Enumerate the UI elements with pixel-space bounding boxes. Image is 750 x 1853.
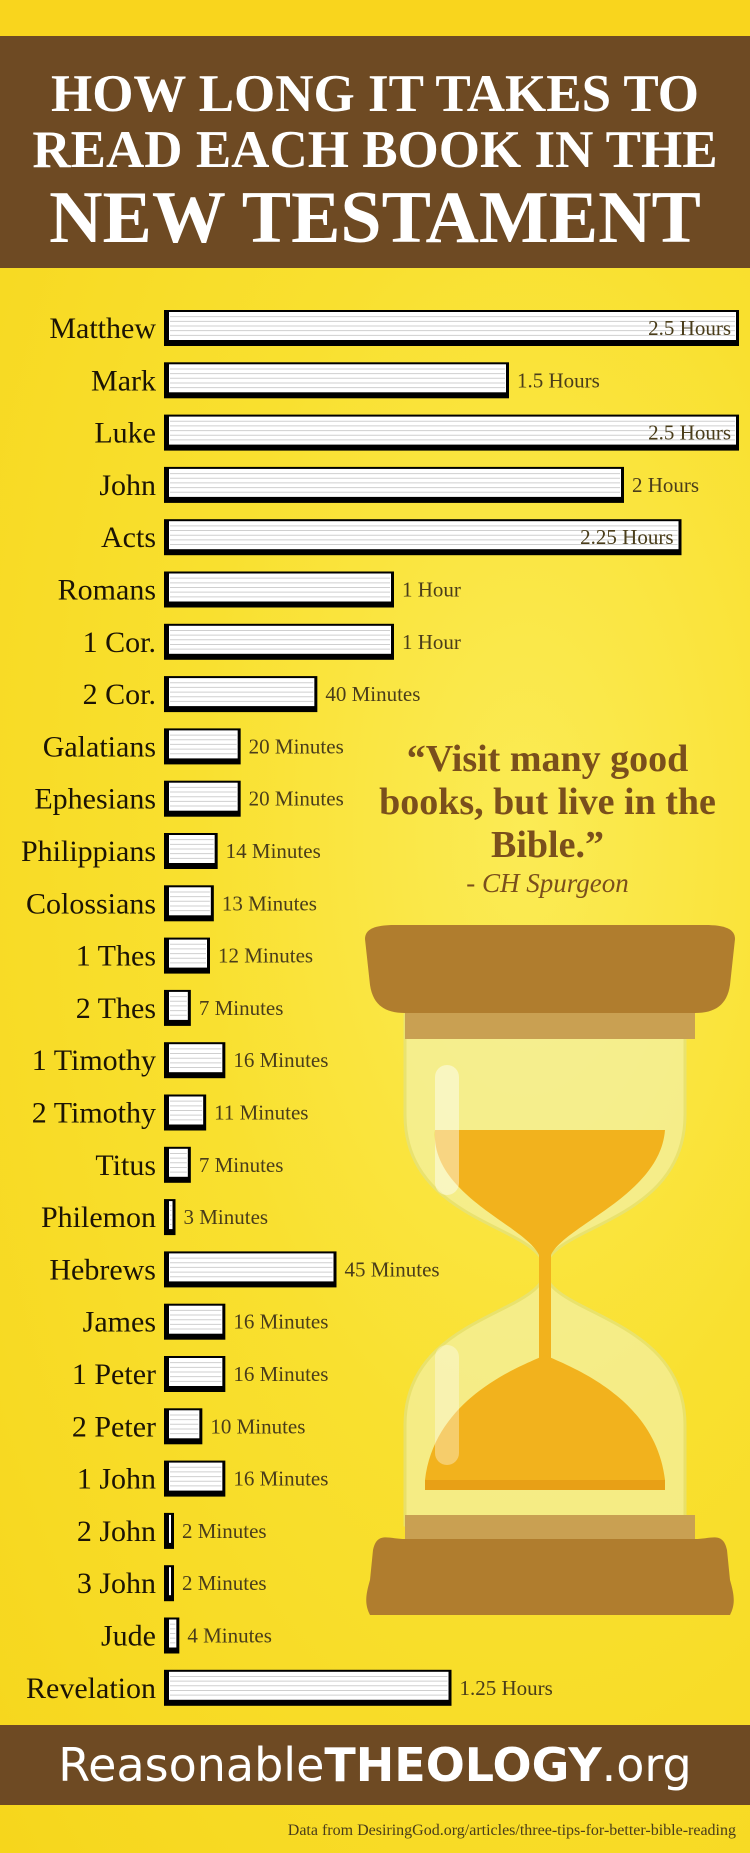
book-label-2-timothy: 2 Timothy bbox=[32, 1097, 156, 1130]
book-label-1-thes: 1 Thes bbox=[76, 940, 156, 973]
value-label-2-cor: 40 Minutes bbox=[325, 682, 420, 706]
book-label-ephesians: Ephesians bbox=[34, 783, 156, 816]
value-label-mark: 1.5 Hours bbox=[517, 368, 600, 392]
bar-3-john bbox=[164, 1565, 174, 1602]
value-label-james: 16 Minutes bbox=[233, 1310, 328, 1334]
value-label-john: 2 Hours bbox=[632, 473, 699, 497]
value-label-1-john: 16 Minutes bbox=[233, 1467, 328, 1491]
value-label-philippians: 14 Minutes bbox=[226, 839, 321, 863]
bar-ephesians bbox=[164, 780, 241, 817]
book-label-mark: Mark bbox=[91, 364, 156, 397]
bar-2-peter bbox=[164, 1408, 203, 1445]
spurgeon-quote: “Visit many good books, but live in the … bbox=[379, 738, 716, 866]
bar-jude bbox=[164, 1617, 180, 1654]
bar-acts bbox=[164, 519, 682, 556]
book-label-john: John bbox=[99, 469, 156, 502]
value-label-philemon: 3 Minutes bbox=[184, 1205, 269, 1229]
top-strip bbox=[0, 0, 750, 36]
value-label-2-timothy: 11 Minutes bbox=[214, 1101, 308, 1125]
book-label-luke: Luke bbox=[94, 417, 156, 450]
bar-1-timothy bbox=[164, 1042, 226, 1079]
book-label-2-john: 2 John bbox=[77, 1515, 156, 1548]
bar-1-cor bbox=[164, 623, 394, 660]
reading-time-chart: Matthew 2.5 Hours Mark 1.5 Hours Luke 2.5 Hou… bbox=[21, 310, 739, 1706]
book-label-2-thes: 2 Thes bbox=[76, 992, 156, 1025]
value-label-titus: 7 Minutes bbox=[199, 1153, 284, 1177]
value-label-acts: 2.25 Hours bbox=[580, 525, 673, 549]
value-label-1-peter: 16 Minutes bbox=[233, 1362, 328, 1386]
brand-part-3: .org bbox=[601, 1738, 692, 1792]
bar-john bbox=[164, 466, 624, 503]
data-source-credit: Data from DesiringGod.org/articles/three… bbox=[287, 1822, 736, 1839]
book-label-philemon: Philemon bbox=[41, 1201, 156, 1234]
title-line-3: NEW TESTAMENT bbox=[49, 177, 701, 259]
book-label-jude: Jude bbox=[101, 1620, 156, 1653]
brand-logo: ReasonableTHEOLOGY.org bbox=[0, 1737, 750, 1793]
value-label-romans: 1 Hour bbox=[402, 578, 461, 602]
value-label-1-timothy: 16 Minutes bbox=[233, 1048, 328, 1072]
bar-hebrews bbox=[164, 1251, 337, 1288]
value-label-revelation: 1.25 Hours bbox=[460, 1676, 553, 1700]
book-label-revelation: Revelation bbox=[26, 1672, 156, 1705]
bar-2-john bbox=[164, 1512, 174, 1549]
value-label-luke: 2.5 Hours bbox=[648, 421, 731, 445]
title-line-2: READ EACH BOOK IN THE bbox=[32, 121, 718, 179]
value-label-jude: 4 Minutes bbox=[187, 1624, 272, 1648]
book-label-romans: Romans bbox=[58, 574, 156, 607]
bar-romans bbox=[164, 571, 394, 608]
value-label-1-cor: 1 Hour bbox=[402, 630, 461, 654]
book-label-1-timothy: 1 Timothy bbox=[32, 1044, 156, 1077]
bar-matthew bbox=[164, 310, 739, 346]
bar-galatians bbox=[164, 728, 241, 765]
book-label-philippians: Philippians bbox=[21, 835, 156, 868]
title-banner: HOW LONG IT TAKES TO READ EACH BOOK IN T… bbox=[0, 36, 750, 268]
value-label-1-thes: 12 Minutes bbox=[218, 944, 313, 968]
book-label-2-peter: 2 Peter bbox=[72, 1410, 156, 1443]
book-label-james: James bbox=[83, 1306, 156, 1339]
bar-2-thes bbox=[164, 989, 191, 1026]
book-label-colossians: Colossians bbox=[26, 887, 156, 920]
bar-james bbox=[164, 1303, 226, 1340]
bar-colossians bbox=[164, 885, 214, 922]
book-label-3-john: 3 John bbox=[77, 1567, 156, 1600]
book-label-titus: Titus bbox=[95, 1149, 156, 1182]
book-label-acts: Acts bbox=[101, 521, 156, 554]
value-label-galatians: 20 Minutes bbox=[249, 734, 344, 758]
value-label-3-john: 2 Minutes bbox=[182, 1571, 267, 1595]
value-label-ephesians: 20 Minutes bbox=[249, 787, 344, 811]
bar-luke bbox=[164, 414, 739, 451]
bar-2-timothy bbox=[164, 1094, 207, 1131]
bar-1-peter bbox=[164, 1356, 226, 1392]
hourglass-icon bbox=[365, 925, 735, 1615]
bar-1-john bbox=[164, 1460, 226, 1497]
brand-part-2: THEOLOGY bbox=[324, 1738, 602, 1792]
book-label-1-peter: 1 Peter bbox=[72, 1358, 156, 1391]
title-line-1: HOW LONG IT TAKES TO bbox=[50, 65, 700, 123]
value-label-hebrews: 45 Minutes bbox=[345, 1257, 440, 1281]
book-label-galatians: Galatians bbox=[43, 730, 156, 763]
bar-mark bbox=[164, 362, 509, 399]
book-label-2-cor: 2 Cor. bbox=[83, 678, 156, 711]
bar-2-cor bbox=[164, 676, 318, 713]
brand-part-1: Reasonable bbox=[58, 1738, 325, 1792]
footer-bar: ReasonableTHEOLOGY.org bbox=[0, 1725, 750, 1805]
value-label-colossians: 13 Minutes bbox=[222, 891, 317, 915]
book-label-hebrews: Hebrews bbox=[49, 1253, 156, 1286]
value-label-matthew: 2.5 Hours bbox=[648, 316, 731, 340]
value-label-2-john: 2 Minutes bbox=[182, 1519, 267, 1543]
bar-1-thes bbox=[164, 937, 210, 974]
bar-revelation bbox=[164, 1669, 452, 1706]
value-label-2-peter: 10 Minutes bbox=[210, 1414, 305, 1438]
bar-titus bbox=[164, 1146, 191, 1183]
book-label-1-cor: 1 Cor. bbox=[83, 626, 156, 659]
book-label-matthew: Matthew bbox=[49, 312, 156, 345]
bar-philemon bbox=[164, 1199, 176, 1236]
bar-philippians bbox=[164, 833, 218, 869]
book-label-1-john: 1 John bbox=[77, 1463, 156, 1496]
quote-author: - CH Spurgeon bbox=[466, 868, 629, 898]
value-label-2-thes: 7 Minutes bbox=[199, 996, 284, 1020]
